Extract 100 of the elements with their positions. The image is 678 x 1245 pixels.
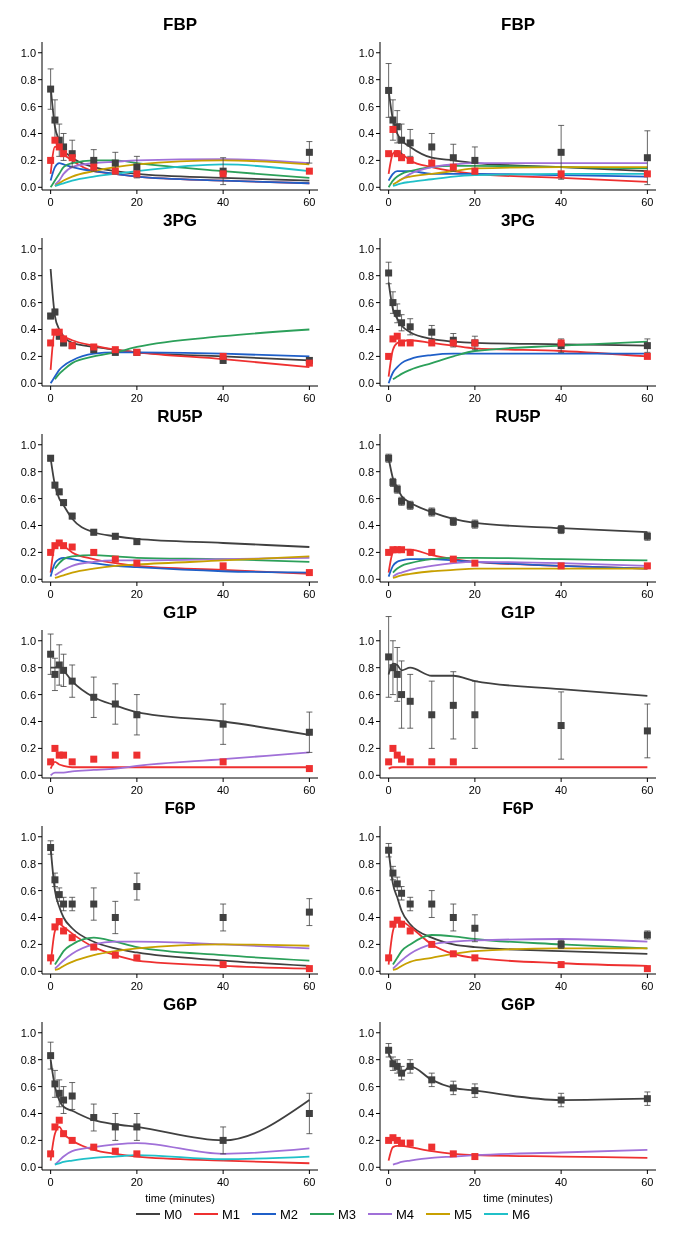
x-tick-label: 0 [47,392,54,404]
y-tick-label: 1.0 [20,438,36,451]
y-tick-label: 1.0 [358,1026,374,1039]
y-tick-label: 0.6 [20,100,36,113]
y-tick-label: 1.0 [20,46,36,59]
y-tick-label: 0.4 [358,911,374,924]
x-tick-label: 40 [555,784,568,796]
x-tick-label: 60 [303,980,316,992]
y-tick-label: 0.0 [20,1161,36,1174]
y-tick-label: 0.2 [358,742,374,755]
x-tick-label: 60 [641,392,654,404]
y-tick-label: 0.2 [20,546,36,559]
y-tick-label: 0.2 [20,350,36,363]
chart-title: G1P [500,603,536,622]
y-tick-label: 0.0 [20,377,36,390]
chart-title: FBP [501,15,535,34]
y-tick-label: 0.4 [358,323,374,336]
y-tick-label: 0.2 [358,350,374,363]
y-tick-label: 0.4 [20,911,36,924]
y-tick-label: 0.2 [358,938,374,951]
y-tick-label: 0.6 [20,492,36,505]
x-tick-label: 0 [385,980,392,992]
chart-title: 3PG [500,211,536,230]
x-tick-label: 60 [303,784,316,796]
x-tick-label: 20 [130,980,143,992]
y-tick-label: 0.6 [358,492,374,505]
y-tick-label: 0.0 [20,181,36,194]
chart-title: F6P [502,799,534,818]
chart-title: G1P [162,603,198,622]
x-tick-label: 40 [555,392,568,404]
y-tick-label: 0.4 [20,127,36,140]
y-tick-label: 0.8 [20,1053,36,1066]
y-tick-label: 0.8 [20,465,36,478]
y-tick-label: 0.8 [20,269,36,282]
y-tick-label: 0.6 [358,100,374,113]
x-tick-label: 40 [217,784,230,796]
y-tick-label: 0.4 [358,715,374,728]
legend-label: M4 [396,1207,415,1222]
x-tick-label: 0 [47,980,54,992]
x-tick-label: 20 [468,784,481,796]
y-tick-label: 0.0 [20,965,36,978]
x-tick-label: 40 [217,1176,230,1188]
x-tick-label: 40 [555,1176,568,1188]
x-tick-label: 20 [468,980,481,992]
y-tick-label: 0.8 [20,661,36,674]
y-tick-label: 0.8 [358,661,374,674]
y-tick-label: 1.0 [358,634,374,647]
chart-title: G6P [162,995,198,1014]
chart-title: 3PG [162,211,198,230]
y-tick-label: 0.6 [358,884,374,897]
x-tick-label: 0 [47,1176,54,1188]
x-tick-label: 20 [130,588,143,600]
y-tick-label: 0.0 [20,769,36,782]
chart-title: G6P [500,995,536,1014]
x-tick-label: 0 [47,784,54,796]
y-tick-label: 0.6 [20,884,36,897]
chart-title: FBP [163,15,197,34]
x-tick-label: 60 [303,196,316,208]
x-tick-label: 20 [130,196,143,208]
x-tick-label: 20 [468,588,481,600]
y-tick-label: 0.4 [20,1107,36,1120]
x-tick-label: 0 [47,588,54,600]
x-tick-label: 0 [47,196,54,208]
y-tick-label: 0.6 [20,688,36,701]
legend-label: M2 [280,1207,299,1222]
x-tick-label: 0 [385,196,392,208]
x-tick-label: 60 [641,784,654,796]
chart-title: F6P [164,799,196,818]
y-tick-label: 0.6 [20,1080,36,1093]
x-tick-label: 60 [641,588,654,600]
y-tick-label: 1.0 [358,242,374,255]
y-tick-label: 0.2 [358,546,374,559]
x-tick-label: 0 [385,392,392,404]
x-tick-label: 60 [641,196,654,208]
y-tick-label: 0.4 [358,127,374,140]
y-tick-label: 0.8 [358,269,374,282]
y-tick-label: 0.2 [20,154,36,167]
legend-label: M5 [454,1207,473,1222]
y-tick-label: 0.6 [20,296,36,309]
x-tick-label: 0 [385,784,392,796]
y-tick-label: 1.0 [20,1026,36,1039]
y-tick-label: 0.0 [20,573,36,586]
y-tick-label: 0.0 [358,1161,374,1174]
y-tick-label: 1.0 [358,438,374,451]
x-tick-label: 20 [130,1176,143,1188]
y-tick-label: 0.2 [358,1134,374,1147]
y-tick-label: 0.8 [358,465,374,478]
y-tick-label: 0.0 [358,181,374,194]
y-tick-label: 0.2 [20,938,36,951]
y-tick-label: 0.2 [20,1134,36,1147]
y-tick-label: 0.2 [20,742,36,755]
y-tick-label: 0.8 [358,1053,374,1066]
legend-label: M0 [164,1207,183,1222]
x-tick-label: 20 [468,392,481,404]
x-tick-label: 20 [130,784,143,796]
x-tick-label: 20 [468,1176,481,1188]
y-tick-label: 1.0 [20,830,36,843]
x-tick-label: 40 [217,588,230,600]
y-tick-label: 1.0 [358,830,374,843]
chart-title: RU5P [495,407,541,426]
